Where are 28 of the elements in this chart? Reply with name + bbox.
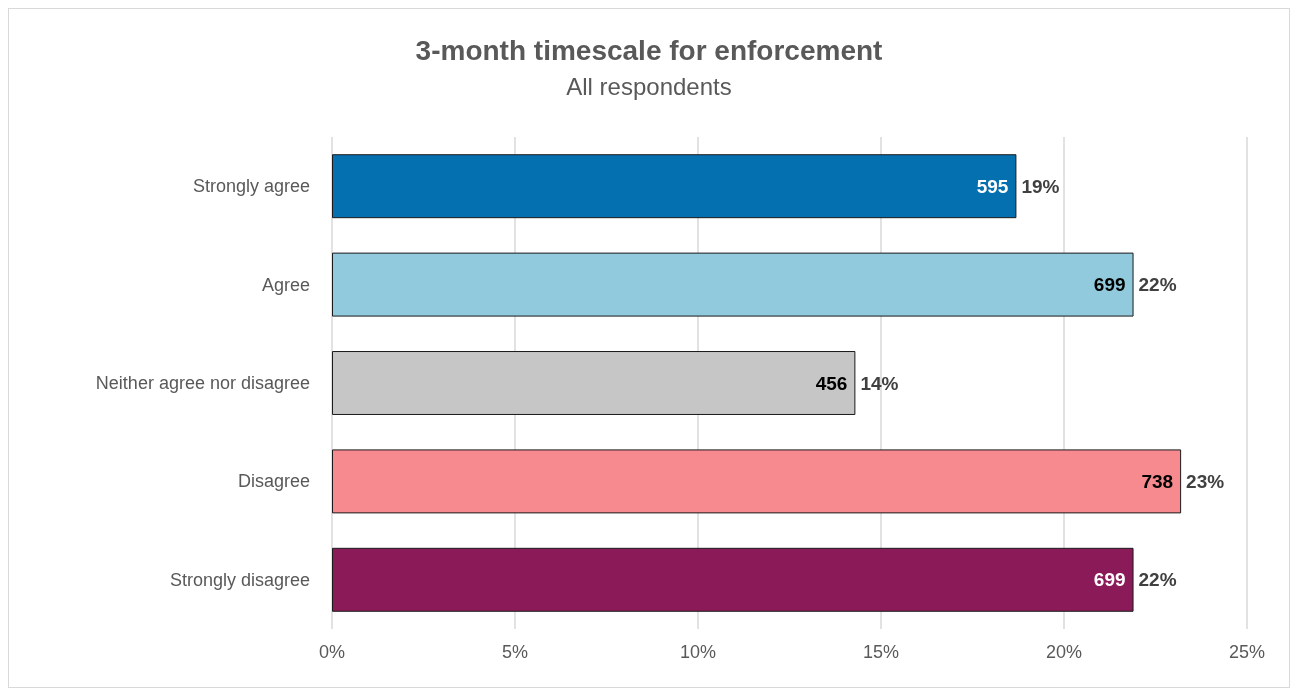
data-label: 23%	[1186, 470, 1225, 492]
x-tick-label: 25%	[1228, 642, 1266, 662]
annotation: 699	[1093, 274, 1126, 296]
data-label: 22%	[1138, 569, 1177, 591]
y-tick-label: Strongly disagree	[169, 569, 310, 590]
y-tick-label: Agree	[261, 274, 310, 295]
x-tick-label: 20%	[1045, 642, 1083, 662]
data-label: 14%	[860, 372, 899, 394]
annotation: 738	[1141, 470, 1174, 492]
x-tick-label: 5%	[501, 642, 529, 662]
chart-title: 3-month timescale for enforcement	[415, 34, 883, 66]
bar	[332, 252, 1134, 317]
annotation: 456	[815, 372, 848, 394]
data-label: 22%	[1138, 274, 1177, 296]
bar	[332, 449, 1182, 514]
x-tick-label: 0%	[318, 642, 346, 662]
annotation: 595	[976, 175, 1009, 197]
annotation: 699	[1093, 569, 1126, 591]
x-tick-label: 10%	[679, 642, 717, 662]
y-tick-label: Disagree	[237, 471, 310, 492]
bar	[332, 547, 1134, 612]
bar	[332, 154, 1017, 219]
y-tick-label: Neither agree nor disagree	[95, 373, 310, 393]
chart-subtitle: All respondents	[566, 72, 732, 100]
x-tick-label: 15%	[862, 642, 900, 662]
bar	[332, 351, 856, 415]
y-tick-label: Strongly agree	[192, 176, 310, 197]
data-label: 19%	[1021, 175, 1060, 197]
